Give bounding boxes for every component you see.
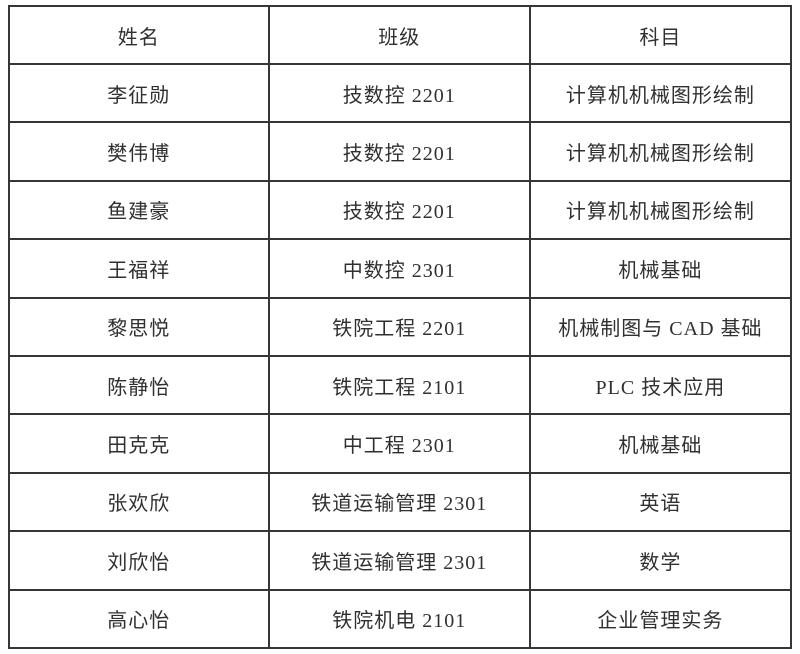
cell-class: 铁院工程 2201	[267, 296, 531, 357]
cell-subject: PLC 技术应用	[528, 354, 793, 416]
cell-name: 张欢欣	[8, 471, 270, 533]
table-row: 王福祥 中数控 2301 机械基础	[8, 238, 793, 299]
table-row: 田克克 中工程 2301 机械基础	[8, 413, 793, 474]
cell-name: 王福祥	[8, 238, 270, 299]
table-row: 陈静怡 铁院工程 2101 PLC 技术应用	[8, 354, 793, 416]
cell-subject: 机械基础	[528, 238, 793, 299]
cell-name: 陈静怡	[8, 354, 270, 416]
cell-class: 技数控 2201	[267, 62, 531, 124]
cell-subject: 计算机机械图形绘制	[528, 62, 793, 124]
cell-name: 高心怡	[8, 588, 270, 650]
header-name: 姓名	[8, 5, 270, 65]
table-row: 鱼建豪 技数控 2201 计算机机械图形绘制	[8, 179, 793, 241]
table-row: 高心怡 铁院机电 2101 企业管理实务	[8, 588, 793, 650]
cell-class: 技数控 2201	[267, 179, 531, 241]
table-row: 黎思悦 铁院工程 2201 机械制图与 CAD 基础	[8, 296, 793, 357]
cell-class: 铁道运输管理 2301	[267, 471, 531, 533]
cell-class: 中数控 2301	[267, 238, 531, 299]
cell-subject: 计算机机械图形绘制	[528, 121, 793, 182]
header-row: 姓名 班级 科目	[8, 5, 793, 65]
cell-class: 技数控 2201	[267, 121, 531, 182]
cell-name: 黎思悦	[8, 296, 270, 357]
cell-name: 鱼建豪	[8, 179, 270, 241]
cell-class: 铁院工程 2101	[267, 354, 531, 416]
cell-subject: 数学	[528, 530, 793, 591]
cell-class: 铁院机电 2101	[267, 588, 531, 650]
cell-subject: 计算机机械图形绘制	[528, 179, 793, 241]
table-row: 樊伟博 技数控 2201 计算机机械图形绘制	[8, 121, 793, 182]
header-class: 班级	[267, 5, 531, 65]
cell-subject: 企业管理实务	[528, 588, 793, 650]
cell-name: 田克克	[8, 413, 270, 474]
header-subject: 科目	[528, 5, 793, 65]
cell-subject: 英语	[528, 471, 793, 533]
roster-table: 姓名 班级 科目 李征勋 技数控 2201 计算机机械图形绘制 樊伟博 技数控 …	[8, 5, 793, 650]
table-row: 刘欣怡 铁道运输管理 2301 数学	[8, 530, 793, 591]
cell-class: 铁道运输管理 2301	[267, 530, 531, 591]
table-row: 李征勋 技数控 2201 计算机机械图形绘制	[8, 62, 793, 124]
cell-name: 刘欣怡	[8, 530, 270, 591]
cell-subject: 机械基础	[528, 413, 793, 474]
cell-name: 樊伟博	[8, 121, 270, 182]
table-row: 张欢欣 铁道运输管理 2301 英语	[8, 471, 793, 533]
cell-subject: 机械制图与 CAD 基础	[528, 296, 793, 357]
cell-name: 李征勋	[8, 62, 270, 124]
cell-class: 中工程 2301	[267, 413, 531, 474]
